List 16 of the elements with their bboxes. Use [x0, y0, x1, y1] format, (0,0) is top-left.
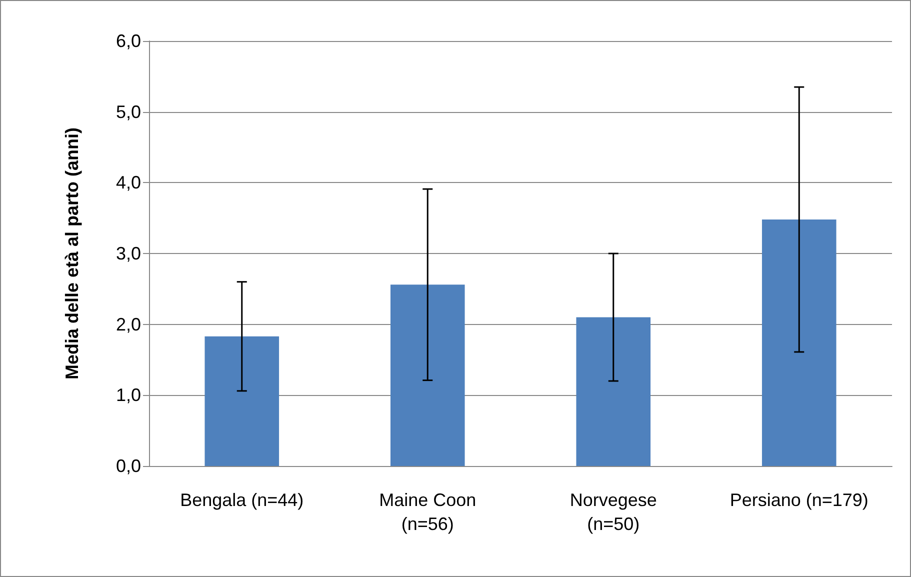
y-tick-label: 2,0 — [116, 314, 141, 334]
x-tick-label: Persiano (n=179) — [730, 490, 868, 510]
x-tick-label: Bengala (n=44) — [180, 490, 304, 510]
y-axis-title: Media delle età al parto (anni) — [62, 127, 82, 380]
x-tick-label: Maine Coon (n=56) — [379, 490, 476, 534]
y-tick-label: 4,0 — [116, 172, 141, 193]
y-tick-label: 6,0 — [116, 31, 141, 51]
bar — [762, 220, 836, 466]
y-tick-label: 0,0 — [116, 456, 141, 476]
bar — [576, 317, 651, 466]
y-tick-label: 1,0 — [116, 385, 141, 406]
bar — [390, 284, 465, 466]
bar — [204, 336, 280, 466]
y-tick-label: 3,0 — [116, 244, 141, 264]
y-tick-label: 5,0 — [116, 102, 141, 122]
x-tick-label: Norvegese (n=50) — [570, 490, 657, 534]
